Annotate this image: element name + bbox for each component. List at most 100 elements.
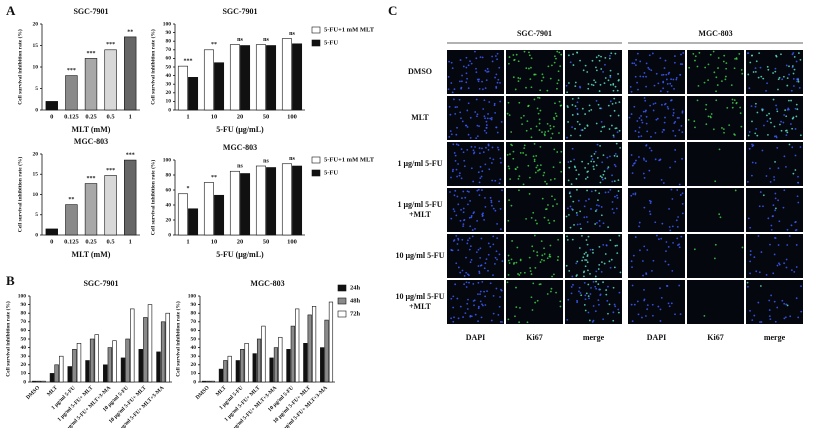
cell (788, 143, 791, 146)
cell (579, 59, 581, 62)
cell (583, 127, 586, 130)
cell (778, 76, 781, 79)
cell (751, 120, 753, 123)
cell (499, 178, 502, 181)
cell (475, 251, 478, 254)
cell (782, 121, 785, 124)
cell (476, 113, 479, 116)
cell (709, 116, 712, 119)
x-tick-label: 0 (50, 113, 53, 120)
cell (593, 160, 595, 163)
cell (586, 189, 588, 192)
cell (586, 261, 589, 264)
cell (492, 235, 495, 238)
y-tick-label: 20 (191, 362, 197, 368)
cell (587, 295, 590, 298)
cell (607, 312, 609, 315)
cell (671, 198, 674, 200)
cell (479, 152, 481, 155)
cell (611, 201, 614, 203)
cell (576, 214, 579, 217)
cell (612, 311, 615, 314)
cell (610, 258, 613, 261)
micrograph (447, 96, 504, 140)
cell (749, 250, 752, 252)
bar (160, 321, 166, 383)
cell (497, 148, 500, 151)
cell (589, 293, 592, 295)
cell (548, 253, 551, 256)
y-axis-label: Cell survival inhibition rate (%) (16, 29, 23, 105)
cell (590, 286, 592, 289)
cell (766, 114, 768, 117)
cell (630, 90, 633, 93)
cell (515, 53, 518, 56)
cell (484, 295, 487, 298)
cell (590, 83, 593, 86)
cell (538, 168, 541, 171)
cell (565, 215, 568, 218)
cell (456, 243, 459, 245)
cell (453, 210, 456, 213)
cell (555, 291, 557, 294)
bar (89, 338, 95, 383)
x-tick-label: 0.25 (85, 113, 97, 120)
cell (636, 120, 639, 122)
significance: ns (263, 158, 269, 164)
cell (726, 106, 729, 109)
cell (499, 157, 502, 160)
cell (550, 137, 553, 139)
significance: ns (289, 156, 295, 162)
cell (509, 153, 511, 156)
bar (41, 380, 46, 383)
cell (723, 131, 725, 134)
cell (617, 308, 620, 311)
cell (573, 158, 576, 161)
cell (490, 162, 493, 164)
cell (475, 137, 478, 140)
cell (559, 305, 562, 308)
y-tick-label: 10 (21, 371, 27, 377)
cell (660, 296, 663, 299)
cell (570, 134, 572, 137)
micrograph (447, 50, 504, 94)
chart-title: MGC-803 (223, 143, 257, 152)
bar (214, 62, 225, 111)
cell (581, 259, 584, 262)
bar (229, 44, 240, 111)
cell (450, 176, 452, 179)
cell (581, 107, 584, 110)
cell (510, 204, 513, 207)
cell (541, 131, 543, 134)
y-tick-label: 100 (163, 21, 172, 27)
cell (516, 166, 519, 169)
cell (766, 120, 769, 123)
cell (532, 211, 535, 214)
cell (550, 64, 553, 67)
cell (715, 90, 717, 93)
x-tick-label: 100 (287, 238, 297, 245)
cell (559, 300, 562, 303)
cell (589, 272, 591, 275)
cell (733, 67, 736, 70)
bar (138, 349, 143, 383)
cell (612, 89, 615, 92)
y-tick-label: 0 (193, 379, 196, 385)
cell (530, 66, 532, 69)
cell (785, 64, 788, 67)
cell (576, 51, 578, 54)
y-axis-label: Cell survival inhibition rate (%) (149, 160, 156, 236)
cell (640, 135, 643, 138)
cell (481, 280, 484, 283)
cell (662, 182, 665, 184)
cell (785, 165, 787, 168)
cell (534, 301, 537, 304)
cell (475, 57, 478, 60)
cell (681, 192, 684, 195)
cell (584, 265, 587, 268)
cell (497, 313, 500, 316)
bar (177, 193, 188, 236)
cell (544, 180, 547, 183)
cell (450, 133, 453, 136)
cell (597, 283, 600, 286)
